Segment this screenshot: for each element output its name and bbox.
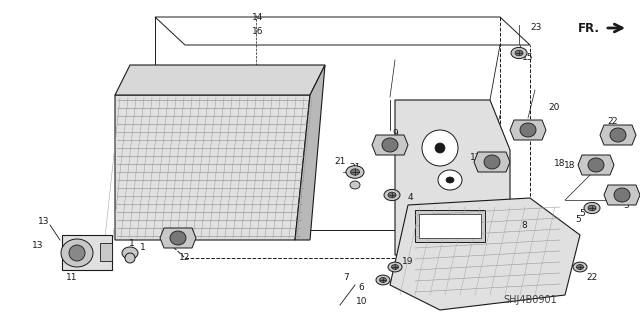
Ellipse shape [392, 264, 399, 270]
Bar [62, 235, 112, 270]
Polygon shape [115, 65, 325, 95]
Ellipse shape [422, 130, 458, 166]
Ellipse shape [520, 123, 536, 137]
Text: 3: 3 [625, 197, 631, 206]
Ellipse shape [610, 128, 626, 142]
Ellipse shape [511, 48, 527, 59]
Ellipse shape [438, 170, 462, 190]
Text: 12: 12 [179, 254, 191, 263]
Text: 11: 11 [67, 273, 77, 283]
Ellipse shape [125, 253, 135, 263]
Text: 9: 9 [392, 129, 398, 137]
Ellipse shape [484, 155, 500, 169]
Polygon shape [295, 65, 325, 240]
Polygon shape [390, 198, 580, 310]
Text: 6: 6 [358, 284, 364, 293]
Text: 2: 2 [607, 117, 613, 127]
Text: 20: 20 [548, 103, 560, 113]
Text: 22: 22 [586, 272, 598, 281]
Text: 5: 5 [579, 209, 585, 218]
Text: 5: 5 [575, 216, 581, 225]
Polygon shape [474, 152, 510, 172]
Text: 8: 8 [521, 220, 527, 229]
Ellipse shape [446, 177, 454, 183]
Ellipse shape [61, 239, 93, 267]
Ellipse shape [588, 158, 604, 172]
Polygon shape [372, 135, 408, 155]
Text: 4: 4 [407, 192, 413, 202]
Ellipse shape [435, 143, 445, 153]
Text: FR.: FR. [578, 21, 600, 34]
Bar [100, 243, 112, 261]
Ellipse shape [584, 202, 600, 214]
Ellipse shape [122, 247, 138, 259]
Text: 21: 21 [334, 158, 346, 167]
Polygon shape [510, 120, 546, 140]
Ellipse shape [577, 264, 584, 270]
Ellipse shape [515, 50, 523, 56]
Text: 15: 15 [522, 54, 534, 63]
Text: 13: 13 [32, 241, 44, 249]
Text: 19: 19 [403, 257, 413, 266]
Text: 1: 1 [140, 243, 146, 253]
Text: 10: 10 [356, 298, 368, 307]
Ellipse shape [380, 278, 387, 282]
Ellipse shape [588, 205, 596, 211]
Ellipse shape [351, 169, 360, 175]
Polygon shape [604, 185, 640, 205]
Polygon shape [395, 100, 510, 255]
Polygon shape [115, 95, 310, 240]
Text: 2: 2 [611, 117, 617, 127]
Text: 23: 23 [531, 24, 541, 33]
Ellipse shape [384, 189, 400, 201]
Ellipse shape [573, 262, 587, 272]
Ellipse shape [382, 138, 398, 152]
Text: 14: 14 [252, 13, 264, 23]
Ellipse shape [170, 231, 186, 245]
Text: 13: 13 [38, 217, 50, 226]
Polygon shape [578, 155, 614, 175]
Text: 18: 18 [564, 160, 576, 169]
Text: 16: 16 [252, 27, 264, 36]
Bar [415, 210, 485, 242]
Ellipse shape [388, 192, 396, 198]
Bar [419, 214, 481, 238]
Text: 3: 3 [623, 201, 629, 210]
Ellipse shape [388, 262, 402, 272]
Ellipse shape [614, 188, 630, 202]
Ellipse shape [69, 245, 85, 261]
Text: 7: 7 [343, 273, 349, 283]
Text: 18: 18 [554, 159, 566, 167]
Polygon shape [600, 125, 636, 145]
Text: 17: 17 [470, 153, 482, 162]
Ellipse shape [376, 275, 390, 285]
Ellipse shape [350, 181, 360, 189]
Text: 21: 21 [349, 164, 361, 173]
Text: SHJ4B0901: SHJ4B0901 [503, 295, 557, 305]
Text: 1: 1 [129, 239, 135, 248]
Ellipse shape [346, 166, 364, 178]
Polygon shape [160, 228, 196, 248]
